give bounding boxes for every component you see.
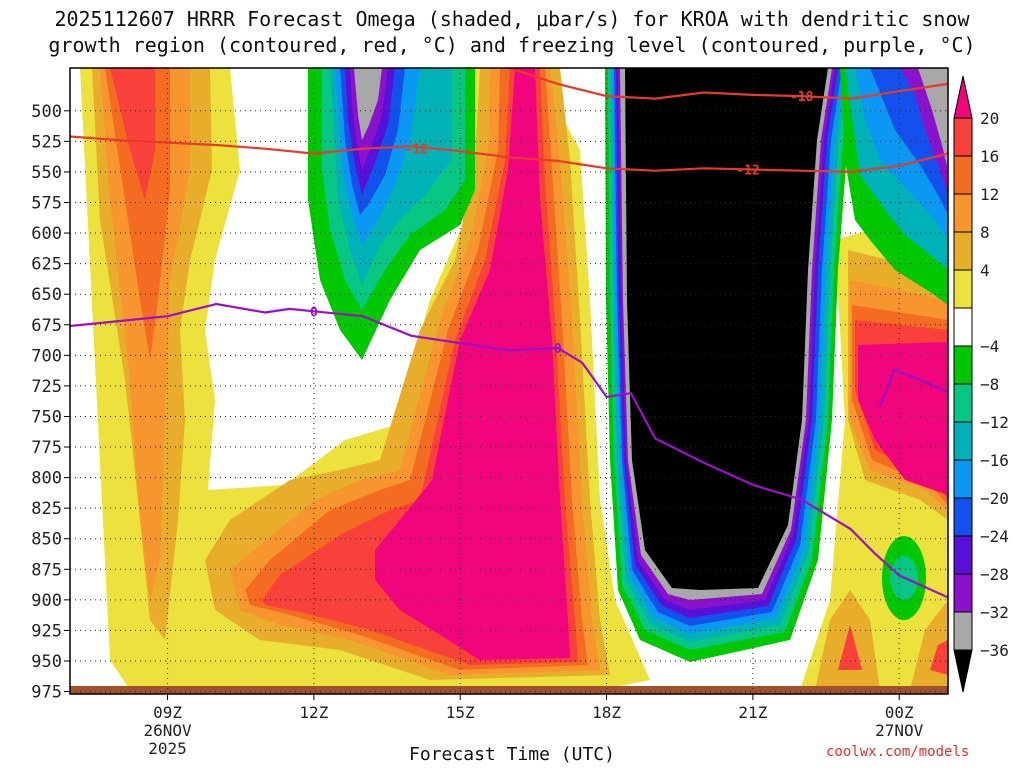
x-tick-label: 09Z xyxy=(153,703,182,722)
omega-band-magenta-east xyxy=(858,342,948,495)
colorbar-swatch xyxy=(953,193,973,233)
chart-title-line2: growth region (contoured, red, °C) and f… xyxy=(48,33,976,57)
omega-band-16-20-se xyxy=(838,625,948,675)
colorbar-label: 20 xyxy=(980,109,999,128)
colorbar-swatch xyxy=(953,459,973,499)
y-tick-label: 750 xyxy=(31,407,62,427)
contour-label: -12 xyxy=(405,143,428,158)
colorbar-label: 16 xyxy=(980,147,999,166)
dgz-contour-minus12 xyxy=(70,135,948,174)
contour-label: 0 xyxy=(554,342,562,357)
y-tick-label: 575 xyxy=(31,193,62,213)
colorbar-label: 8 xyxy=(980,223,990,242)
y-tick-label: 600 xyxy=(31,224,62,244)
contour-labels: -12 -12 -18 0 0 xyxy=(310,90,814,357)
omega-ne-gray xyxy=(918,68,948,170)
y-tick-label: 875 xyxy=(31,560,62,580)
y-tick-label: 825 xyxy=(31,499,62,519)
colorbar-label: −16 xyxy=(980,451,1009,470)
y-tick-label: 700 xyxy=(31,346,62,366)
y-tick-label: 725 xyxy=(31,377,62,397)
colorbar-bottom-arrow xyxy=(953,649,973,693)
colorbar-label: −24 xyxy=(980,527,1009,546)
y-tick-label: 775 xyxy=(31,438,62,458)
plot-frame xyxy=(69,67,949,695)
chart-title: 2025112607 HRRR Forecast Omega (shaded, … xyxy=(0,6,1024,58)
x-tick-label: 2025 xyxy=(148,739,187,758)
colorbar-label: −12 xyxy=(980,413,1009,432)
colorbar-label: 4 xyxy=(980,261,990,280)
colorbar-swatch xyxy=(953,497,973,537)
colorbar-swatch xyxy=(953,307,973,347)
colorbar-label: −8 xyxy=(980,375,999,394)
y-tick-label: 900 xyxy=(31,591,62,611)
y-tick-label: 950 xyxy=(31,652,62,672)
y-axis: 500 525 550 575 600 625 650 675 700 725 750 775 800 8… xyxy=(31,102,70,703)
colorbar-label: −20 xyxy=(980,489,1009,508)
freezing-level-contour-east xyxy=(878,368,948,408)
y-tick-label: 525 xyxy=(31,132,62,152)
y-tick-label: 850 xyxy=(31,530,62,550)
y-tick-label: 650 xyxy=(31,285,62,305)
colorbar-swatch xyxy=(953,231,973,271)
y-tick-label: 675 xyxy=(31,316,62,336)
y-tick-label: 500 xyxy=(31,102,62,122)
colorbar-label: −28 xyxy=(980,565,1009,584)
colorbar-top-arrow xyxy=(953,75,973,119)
colorbar-label: −32 xyxy=(980,603,1009,622)
credit-text: coolwx.com/models xyxy=(826,744,970,760)
colorbar-swatch xyxy=(953,573,973,613)
colorbar-swatch xyxy=(953,345,973,385)
y-tick-label: 800 xyxy=(31,469,62,489)
y-tick-label: 550 xyxy=(31,163,62,183)
x-tick-label: 18Z xyxy=(592,703,621,722)
colorbar-swatch xyxy=(953,535,973,575)
y-tick-label: 625 xyxy=(31,255,62,275)
contour-lines xyxy=(70,68,948,599)
x-tick-label: 00Z xyxy=(885,703,914,722)
x-tick-label: 15Z xyxy=(446,703,475,722)
chart-title-line1: 2025112607 HRRR Forecast Omega (shaded, … xyxy=(54,7,970,31)
omega-band-neg-gray xyxy=(354,68,382,140)
colorbar-swatch xyxy=(953,611,973,651)
x-tick-label: 26NOV xyxy=(143,721,192,740)
omega-column-black xyxy=(625,68,828,590)
contour-label: -12 xyxy=(736,163,759,178)
colorbar-label: 12 xyxy=(980,185,999,204)
colorbar-label: −4 xyxy=(980,337,999,356)
colorbar-swatch xyxy=(953,155,973,195)
freezing-level-contour xyxy=(70,302,948,599)
omega-band-magenta xyxy=(375,68,570,660)
omega-band-20-plus xyxy=(110,68,155,200)
colorbar-swatch xyxy=(953,269,973,309)
colorbar-swatch xyxy=(953,421,973,461)
ground-surface xyxy=(70,686,948,694)
y-tick-label: 925 xyxy=(31,621,62,641)
contour-label: 0 xyxy=(310,305,318,320)
colorbar-label: −36 xyxy=(980,641,1009,660)
x-tick-label: 27NOV xyxy=(875,721,924,740)
dgz-contour-minus18 xyxy=(508,68,948,100)
omega-shaded-field xyxy=(70,68,948,694)
colorbar-swatch xyxy=(953,383,973,423)
colorbar: 20 16 12 8 4 −4 −8 −12 −16 −20 −24 −28 −32 −36 xyxy=(953,75,1009,693)
colorbar-swatch xyxy=(953,117,973,157)
x-axis-label: Forecast Time (UTC) xyxy=(409,744,615,765)
x-tick-label: 21Z xyxy=(738,703,767,722)
x-tick-label: 12Z xyxy=(299,703,328,722)
y-tick-label: 975 xyxy=(31,683,62,703)
contour-label: -18 xyxy=(790,90,814,105)
